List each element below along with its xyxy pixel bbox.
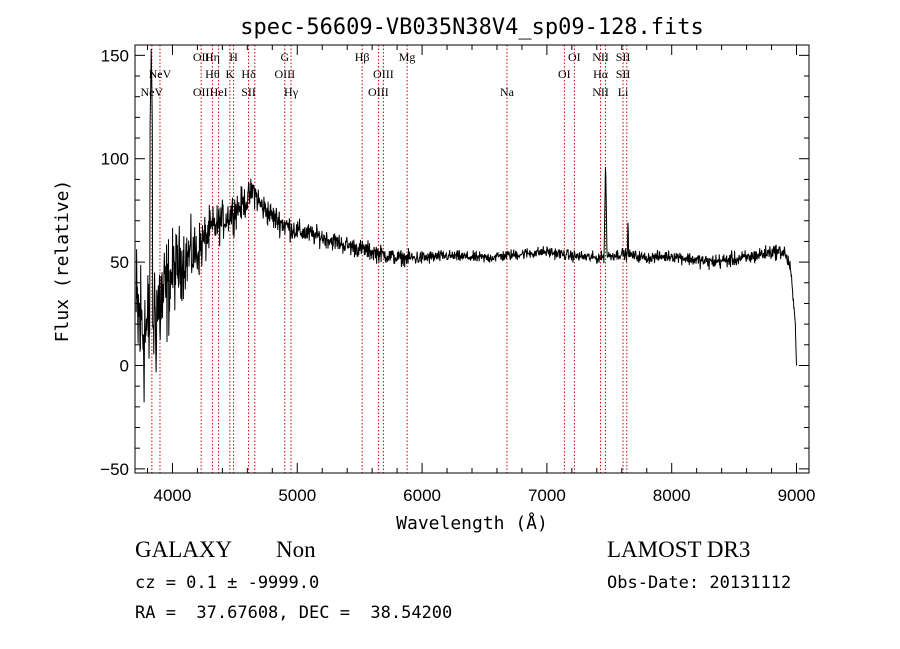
line-marker-label: H — [229, 50, 238, 64]
line-marker-label: Li — [618, 85, 629, 99]
y-tick-label: 100 — [101, 150, 129, 169]
x-tick-label: 6000 — [403, 486, 441, 505]
x-axis: 4000 5000 6000 7000 8000 9000 — [146, 45, 816, 505]
line-marker-label: Hγ — [284, 85, 299, 99]
line-marker-label: Hα — [593, 67, 609, 81]
line-markers — [151, 45, 628, 473]
object-subclass: Non — [276, 537, 316, 562]
line-marker-label: K — [226, 67, 235, 81]
y-axis-label: Flux (relative) — [52, 180, 73, 343]
line-marker-label: SII — [616, 67, 631, 81]
line-marker-label: NII — [592, 85, 609, 99]
x-axis-label: Wavelength (Å) — [396, 512, 548, 534]
line-marker-label: OIII — [368, 85, 389, 99]
y-tick-label: 50 — [110, 253, 129, 272]
line-marker-label: Hθ — [205, 67, 220, 81]
plot-frame — [134, 44, 810, 474]
line-marker-label: OII — [193, 50, 210, 64]
line-marker-label: OII — [193, 85, 210, 99]
chart-title: spec-56609-VB035N38V4_sp09-128.fits — [240, 15, 704, 40]
line-marker-label: Hη — [205, 50, 220, 64]
redshift-readout: cz = 0.1 ± -9999.0 — [135, 573, 320, 593]
line-marker-label: Mg — [399, 50, 416, 64]
x-tick-label: 8000 — [653, 486, 691, 505]
x-tick-label: 4000 — [154, 486, 192, 505]
x-tick-label: 5000 — [278, 486, 316, 505]
y-tick-label: −50 — [100, 460, 129, 479]
object-class: GALAXY — [135, 537, 233, 562]
line-marker-label: OI — [558, 67, 571, 81]
y-tick-label: 0 — [120, 356, 129, 375]
x-tick-label: 9000 — [778, 486, 816, 505]
line-marker-label: HeI — [210, 85, 228, 99]
spectrum-line — [135, 49, 797, 403]
line-marker-labels: NeVNeVOIIOIIHηHθHeIKHHδSIIGOIIIHγHβOIIIO… — [141, 50, 631, 99]
line-marker-label: G — [280, 50, 289, 64]
line-marker-label: Na — [500, 85, 515, 99]
y-axis: −50 0 50 100 150 — [100, 46, 809, 479]
line-marker-label: NeV — [149, 67, 172, 81]
coordinates: RA = 37.67608, DEC = 38.54200 — [135, 603, 453, 623]
line-marker-label: Hδ — [241, 67, 256, 81]
line-marker-label: OIII — [373, 67, 394, 81]
y-tick-label: 150 — [101, 46, 129, 65]
line-marker-label: SII — [616, 50, 631, 64]
line-marker-label: OI — [568, 50, 581, 64]
line-marker-label: OIII — [274, 67, 295, 81]
survey-name: LAMOST DR3 — [607, 537, 751, 562]
line-marker-label: Hβ — [355, 50, 370, 64]
x-tick-label: 7000 — [528, 486, 566, 505]
obs-date: Obs-Date: 20131112 — [607, 573, 792, 593]
line-marker-label: NII — [592, 50, 609, 64]
line-marker-label: SII — [241, 85, 256, 99]
